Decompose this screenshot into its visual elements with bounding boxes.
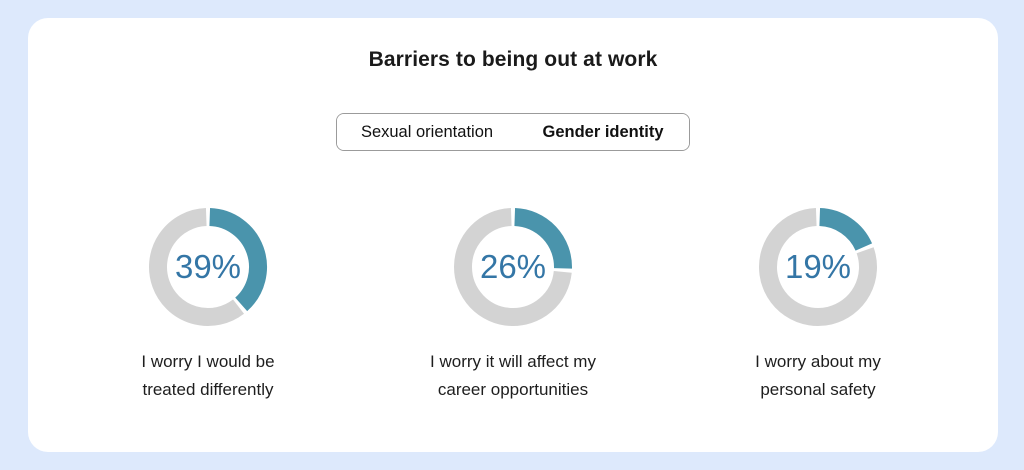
donut-percent-label: 39%: [174, 248, 242, 285]
donut-value-arc: [818, 208, 873, 251]
donut-caption: I worry I would be treated differently: [141, 352, 275, 399]
donut-col-personal-safety: 19% I worry about my personal safety: [668, 207, 968, 404]
donut-col-treated-differently: 39% I worry I would be treated different…: [58, 207, 358, 404]
donut-chart: 19%: [758, 207, 878, 327]
tab-toggle-group: Sexual orientation Gender identity: [336, 113, 690, 151]
tab-sexual-orientation[interactable]: Sexual orientation: [337, 114, 517, 150]
tab-gender-identity[interactable]: Gender identity: [517, 114, 689, 150]
donut-chart: 39%: [148, 207, 268, 327]
donut-value-arc: [513, 208, 572, 269]
donut-col-career-opportunities: 26% I worry it will affect my career opp…: [363, 207, 663, 404]
donut-remainder-arc: [759, 208, 877, 326]
donut-caption: I worry about my personal safety: [755, 352, 881, 399]
donut-percent-label: 19%: [784, 248, 852, 285]
donut-chart: 26%: [453, 207, 573, 327]
donut-chart-row: 39% I worry I would be treated different…: [58, 207, 968, 404]
donut-percent-label: 26%: [479, 248, 547, 285]
donut-remainder-arc: [149, 208, 244, 326]
donut-caption: I worry it will affect my career opportu…: [430, 352, 596, 399]
donut-remainder-arc: [454, 208, 572, 326]
chart-card: Barriers to being out at work Sexual ori…: [28, 18, 998, 452]
page-title: Barriers to being out at work: [368, 48, 658, 71]
donut-value-arc: [209, 208, 267, 312]
